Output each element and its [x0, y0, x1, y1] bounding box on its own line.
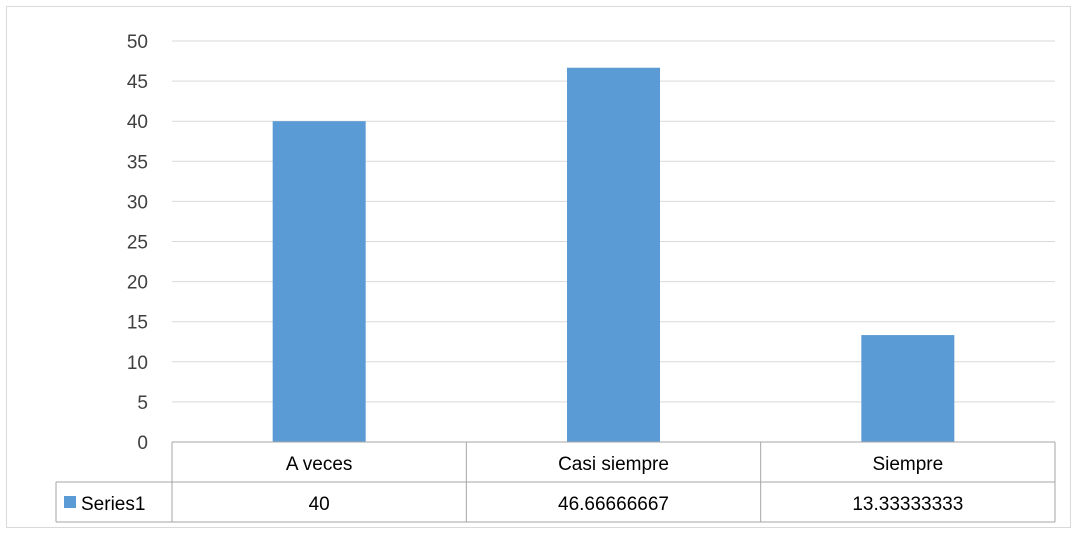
y-tick-label: 20	[127, 273, 148, 294]
y-tick-label: 5	[137, 393, 148, 414]
data-table-value: 46.66666667	[558, 494, 669, 515]
bar	[272, 121, 366, 442]
y-tick-label: 40	[127, 112, 148, 133]
legend-label: Series1	[81, 494, 145, 515]
x-tick-label: Casi siempre	[558, 454, 669, 475]
y-tick-label: 25	[127, 233, 148, 254]
y-tick-label: 45	[127, 72, 148, 93]
data-table-value: 40	[309, 494, 330, 515]
y-tick-label: 50	[127, 32, 148, 53]
x-tick-label: A veces	[286, 454, 353, 475]
bar	[861, 335, 955, 442]
data-table-value: 13.33333333	[852, 494, 963, 515]
y-tick-label: 10	[127, 353, 148, 374]
x-tick-label: Siempre	[872, 454, 943, 475]
y-tick-label: 15	[127, 313, 148, 334]
bar	[567, 67, 660, 442]
y-tick-label: 30	[127, 192, 148, 213]
y-tick-label: 35	[127, 152, 148, 173]
y-tick-label: 0	[137, 433, 148, 454]
legend-swatch	[64, 496, 76, 508]
